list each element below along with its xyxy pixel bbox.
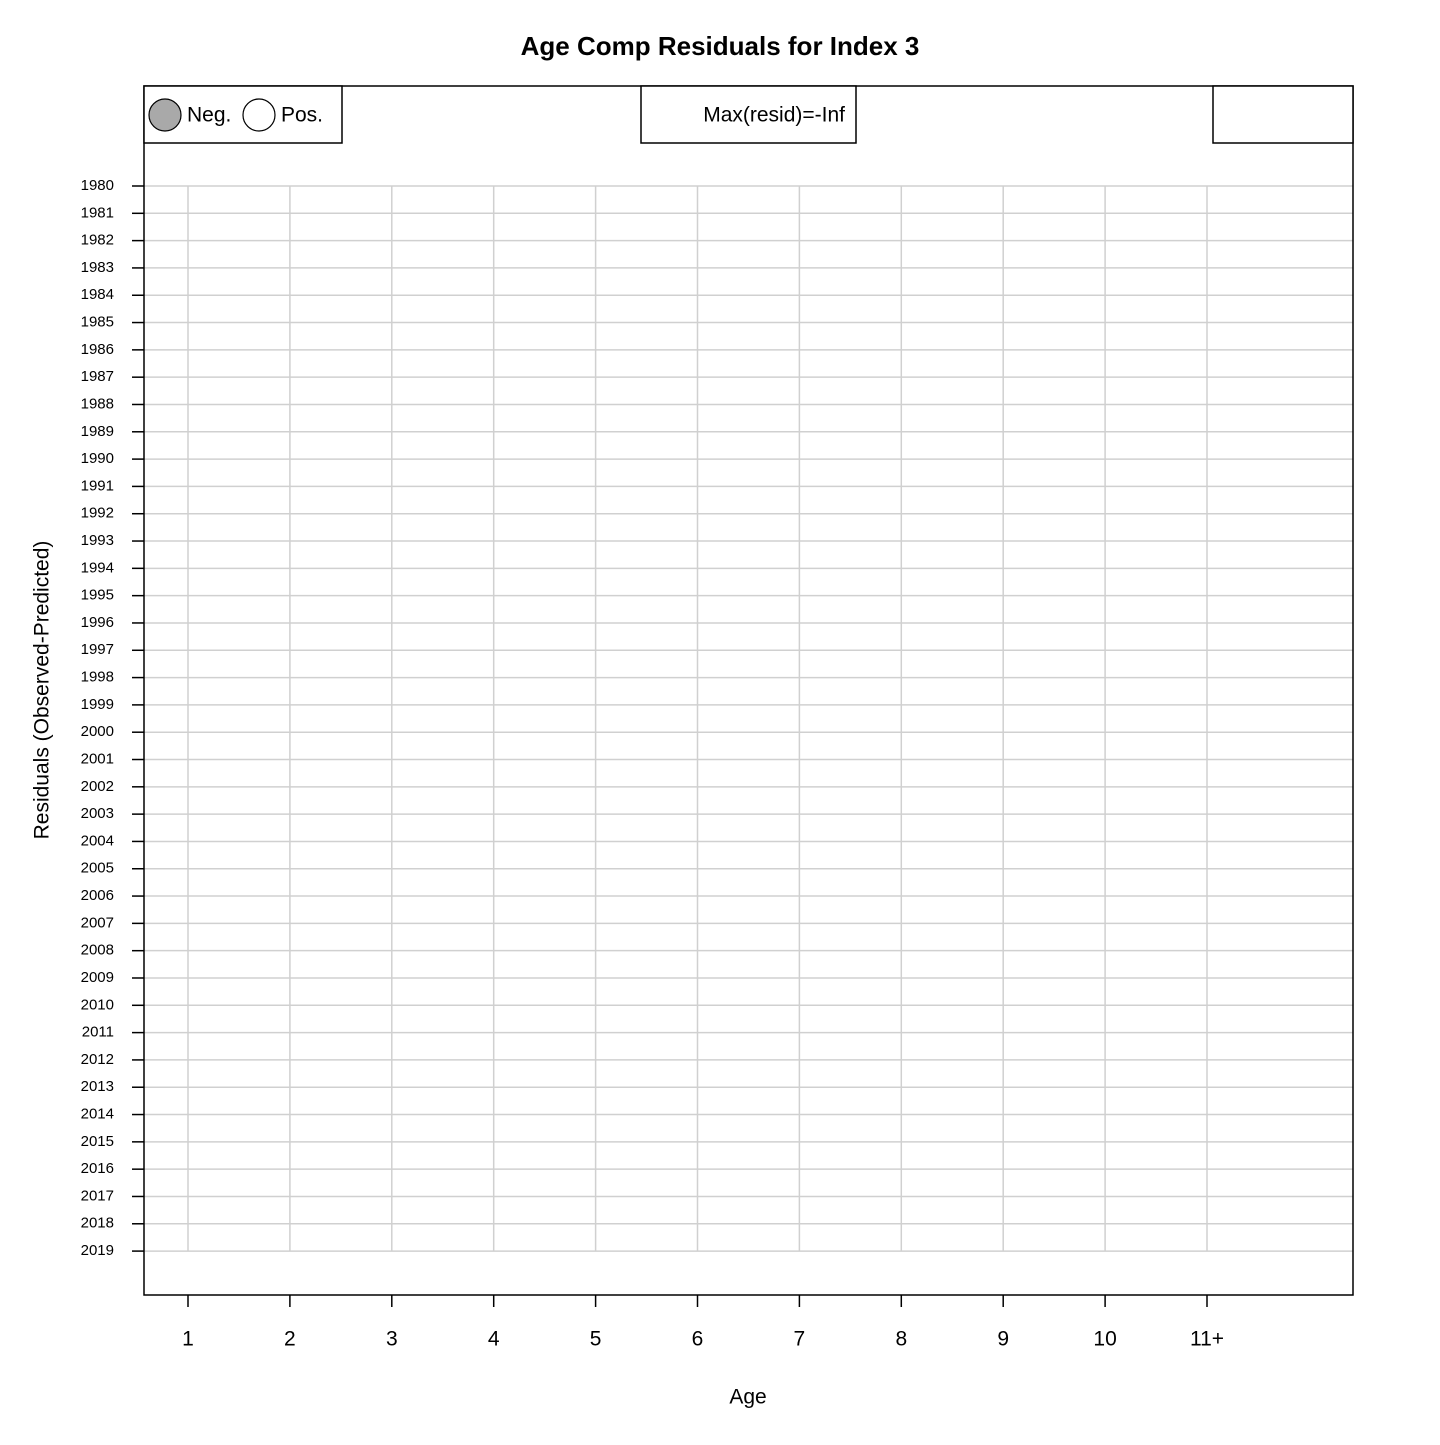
y-tick-label: 2015 [81, 1133, 114, 1150]
x-tick-label: 3 [386, 1328, 398, 1351]
x-tick-label: 11+ [1190, 1328, 1224, 1351]
y-tick-label: 2009 [81, 969, 114, 986]
legend-symbol [242, 98, 276, 132]
y-tick-label: 2006 [81, 887, 114, 904]
y-tick-label: 2010 [81, 996, 114, 1013]
y-tick-label: 2007 [81, 914, 114, 931]
x-tick-label: 1 [182, 1328, 194, 1351]
annotation: Max(resid)=-Inf [703, 104, 845, 127]
y-tick-label: 1990 [81, 450, 114, 467]
y-tick-label: 2002 [81, 778, 114, 795]
y-tick-label: 2011 [82, 1024, 114, 1041]
annotation-box [640, 85, 857, 144]
y-tick-label: 2003 [81, 805, 114, 822]
y-tick-label: 2019 [81, 1242, 114, 1259]
y-tick-label: 1997 [81, 641, 114, 658]
y-tick-label: 1983 [81, 259, 114, 276]
y-tick-label: 1995 [81, 587, 114, 604]
y-tick-label: 1999 [81, 696, 114, 713]
x-axis-label: Age [729, 1386, 766, 1409]
x-tick-label: 10 [1093, 1328, 1116, 1351]
y-tick-label: 1992 [81, 505, 114, 522]
legend-label: Pos. [281, 104, 323, 127]
y-tick-label: 1993 [81, 532, 114, 549]
y-tick-label: 2008 [81, 942, 114, 959]
y-tick-label: 1985 [81, 314, 114, 331]
y-tick-label: 1986 [81, 341, 114, 358]
x-tick-label: 5 [590, 1328, 602, 1351]
y-tick-label: 2016 [81, 1160, 114, 1177]
y-tick-label: 1987 [81, 368, 114, 385]
y-tick-label: 1981 [81, 204, 114, 221]
y-tick-label: 1994 [81, 559, 114, 576]
y-tick-label: 1982 [81, 232, 114, 249]
y-tick-label: 2018 [81, 1215, 114, 1232]
legend-symbol [148, 98, 182, 132]
grid [144, 185, 1353, 1252]
y-tick-label: 2017 [81, 1187, 114, 1204]
x-tick-label: 4 [488, 1328, 500, 1351]
y-axis-label: Residuals (Observed-Predicted) [31, 541, 54, 840]
y-tick-label: 2000 [81, 723, 114, 740]
chart-title: Age Comp Residuals for Index 3 [521, 31, 920, 61]
y-tick-label: 2013 [81, 1078, 114, 1095]
x-tick-label: 2 [284, 1328, 296, 1351]
x-tick-label: 7 [794, 1328, 806, 1351]
y-tick-label: 1996 [81, 614, 114, 631]
y-tick-label: 1980 [81, 177, 114, 194]
y-tick-label: 2014 [81, 1106, 114, 1123]
legend-label: Neg. [187, 104, 231, 127]
y-tick-label: 2004 [81, 832, 114, 849]
y-tick-label: 1991 [81, 477, 114, 494]
x-tick-label: 6 [692, 1328, 704, 1351]
y-tick-label: 2012 [81, 1051, 114, 1068]
y-tick-label: 1998 [81, 669, 114, 686]
y-tick-label: 1984 [81, 286, 114, 303]
y-tick-label: 1989 [81, 423, 114, 440]
x-tick-label: 8 [895, 1328, 907, 1351]
empty-box [1212, 85, 1354, 144]
y-tick-label: 1988 [81, 395, 114, 412]
x-tick-label: 9 [997, 1328, 1009, 1351]
y-tick-label: 2005 [81, 860, 114, 877]
y-tick-label: 2001 [81, 750, 114, 767]
